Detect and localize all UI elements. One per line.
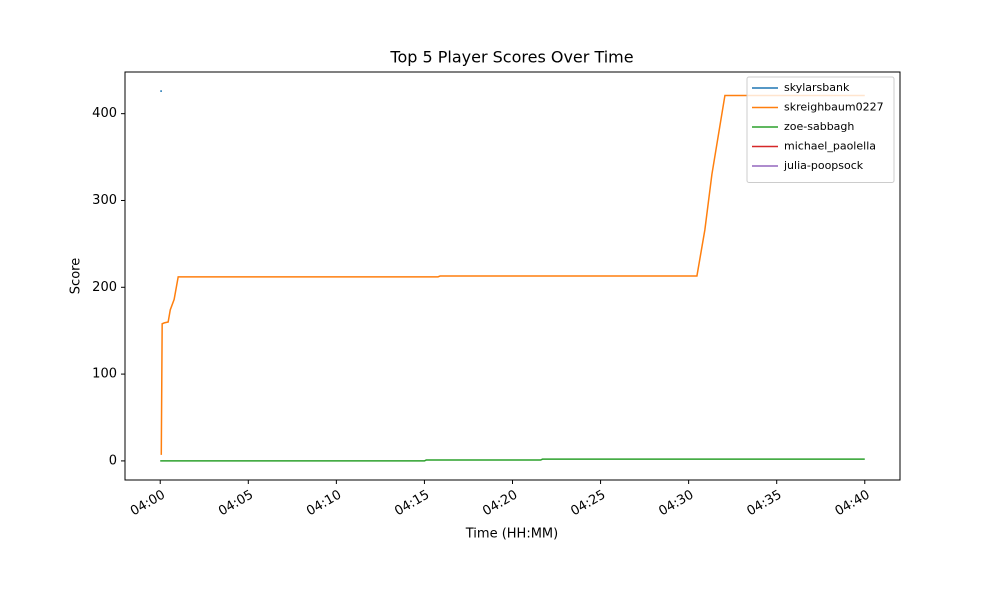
legend-label: michael_paolella: [784, 140, 876, 153]
legend-label: zoe-sabbagh: [784, 120, 854, 133]
y-axis-label: Score: [69, 258, 84, 294]
x-tick-label: 04:30: [656, 488, 696, 520]
legend-label: skreighbaum0227: [784, 101, 884, 114]
series-line: [160, 458, 865, 462]
legend-label: julia-poopsock: [783, 159, 864, 172]
y-tick-label: 300: [92, 193, 117, 208]
x-tick-label: 04:25: [568, 488, 608, 520]
legend: skylarsbank skreighbaum0227 zoe-sabbagh mic…: [746, 76, 895, 183]
legend-label: skylarsbank: [784, 81, 850, 94]
y-tick-label: 0: [109, 453, 117, 468]
y-tick-label: 100: [92, 367, 117, 382]
y-tick-label: 200: [92, 280, 117, 295]
x-tick-label: 04:00: [128, 488, 168, 520]
x-tick-label: 04:15: [392, 488, 432, 520]
x-axis-label: Time (HH:MM): [465, 527, 558, 542]
x-tick-label: 04:35: [745, 488, 785, 520]
x-tick-label: 04:05: [216, 488, 256, 520]
series-line: [160, 94, 865, 455]
plot-frame: [124, 71, 901, 481]
legend-box: [746, 76, 895, 183]
x-tick-label: 04:20: [480, 488, 520, 520]
chart-title: Top 5 Player Scores Over Time: [389, 48, 633, 67]
x-tick-label: 04:40: [833, 488, 873, 520]
x-tick-label: 04:10: [304, 488, 344, 520]
y-tick-label: 400: [92, 106, 117, 121]
